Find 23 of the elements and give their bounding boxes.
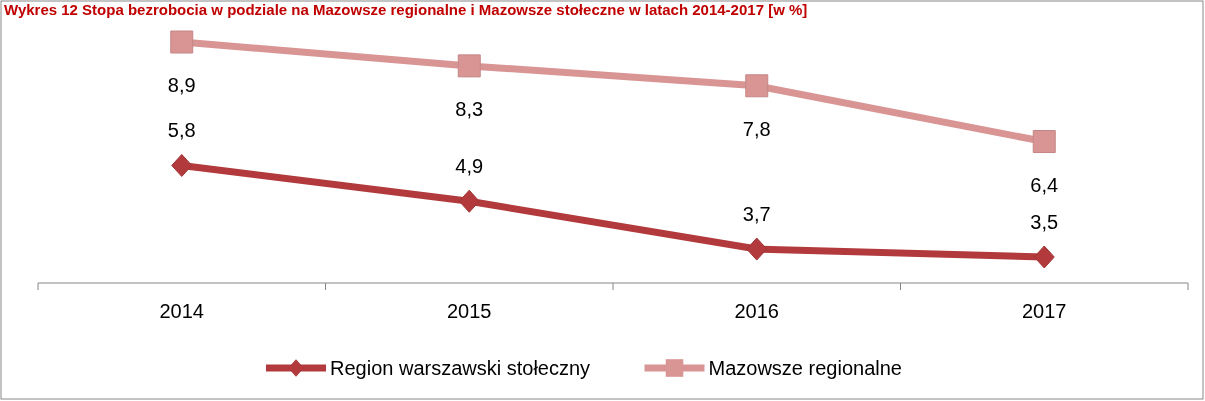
x-tick-label: 2014	[159, 300, 204, 322]
data-label: 5,8	[167, 119, 196, 142]
legend-label: Mazowsze regionalne	[708, 357, 902, 379]
x-tick-label: 2015	[447, 300, 492, 322]
point	[457, 54, 481, 78]
point	[1032, 130, 1056, 154]
chart-title: Wykres 12 Stopa bezrobocia w podziale na Mazowsze regionalne i Mazowsze stołeczne w latach 2014-2017 [w %]	[4, 1, 808, 18]
data-label: 7,8	[742, 117, 771, 140]
x-tick-label: 2017	[1022, 300, 1067, 322]
legend-label: Region warszawski stołeczny	[330, 357, 591, 379]
data-label: 8,9	[167, 74, 196, 96]
point	[170, 30, 194, 54]
data-label: 6,4	[1030, 173, 1059, 196]
point	[458, 189, 480, 213]
data-label: 4,9	[455, 155, 484, 178]
data-label: 3,5	[1030, 211, 1059, 233]
data-label: 3,7	[742, 203, 771, 226]
x-tick-label: 2016	[734, 300, 779, 322]
point	[171, 153, 193, 177]
point	[746, 237, 768, 261]
point	[745, 74, 769, 98]
data-label: 8,3	[455, 97, 484, 120]
point	[1033, 245, 1055, 269]
